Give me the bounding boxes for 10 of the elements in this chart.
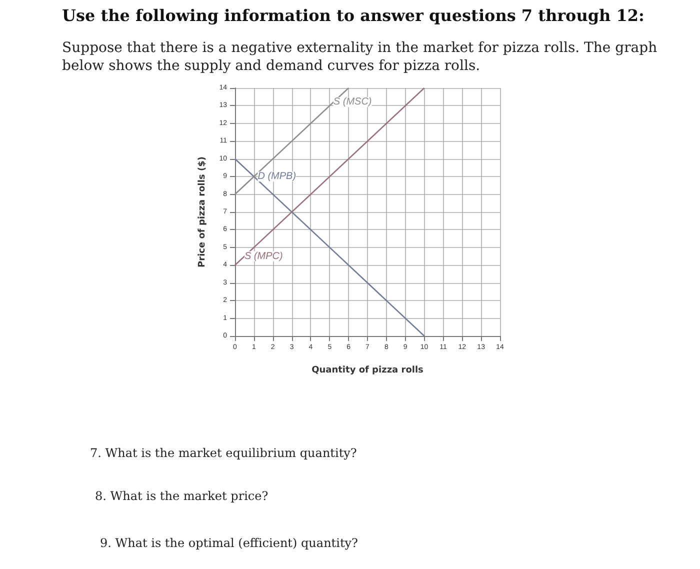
y-axis-title: Price of pizza rolls ($) [198,156,208,268]
annotation: D (MPB) [258,171,296,182]
chart-subtitle: Suppose that there is a negative externality in the market for pizza rolls. The graph below shows the supply and demand curves for pizza rolls. [62,40,658,75]
text: 7. What is the market equilibrium quantity? [90,446,357,460]
text: 8. What is the market price? [95,489,268,503]
x-axis-title: Quantity of pizza rolls [312,366,424,376]
annotation: S (MSC) [333,96,372,108]
annotation: S (MPC) [244,250,283,262]
text: 9. What is the optimal (efficient) quantity? [100,536,358,550]
chart-title: Use the following information to answer questions 7 through 12: [62,6,644,25]
